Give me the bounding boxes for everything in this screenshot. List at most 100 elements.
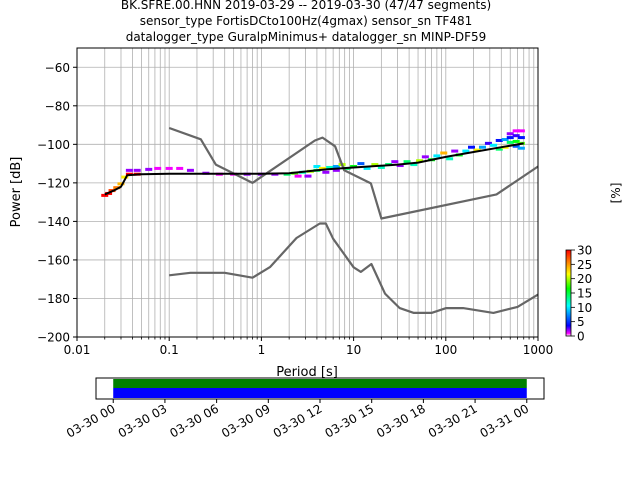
pdf-cell xyxy=(154,166,162,170)
colorbar-tick-label: 0 xyxy=(577,330,585,344)
pdf-cell xyxy=(512,129,520,133)
pdf-cell xyxy=(506,132,514,136)
plot-frame xyxy=(76,47,539,338)
pdf-cell xyxy=(517,136,525,140)
pdf-cell xyxy=(391,160,399,164)
y-tick-label: −100 xyxy=(37,138,70,152)
pdf-cell xyxy=(416,159,424,163)
timeline-tick-label: 03-30 03 xyxy=(116,401,170,440)
pdf-cell xyxy=(410,163,418,167)
pdf-cell xyxy=(133,168,141,172)
pdf-cell xyxy=(473,148,481,152)
pdf-cell xyxy=(490,143,498,147)
timeline-tick-label: 03-30 00 xyxy=(64,401,118,440)
pdf-cell xyxy=(484,141,492,145)
pdf-cell xyxy=(186,168,194,172)
pdf-cell xyxy=(357,162,365,166)
timeline-tick-label: 03-30 21 xyxy=(426,401,480,440)
colorbar-gradient xyxy=(565,249,572,337)
pdf-cell xyxy=(322,170,330,174)
pdf-cell xyxy=(517,146,525,150)
pdf-cell xyxy=(421,155,429,159)
pdf-cell xyxy=(506,140,514,144)
timeline-bar-used xyxy=(113,379,527,388)
pdf-cell xyxy=(101,193,109,197)
x-axis-label: Period [s] xyxy=(276,365,338,380)
title-line-3: datalogger_type GuralpMinimus+ datalogge… xyxy=(126,30,487,44)
pdf-cell xyxy=(440,151,448,155)
pdf-cell xyxy=(495,138,503,142)
colorbar-tick-label: 20 xyxy=(577,272,592,286)
colorbar-tick-label: 15 xyxy=(577,287,592,301)
colorbar-tick-label: 5 xyxy=(577,315,585,329)
y-axis-label: Power [dB] xyxy=(9,157,24,228)
x-tick-label: 100 xyxy=(434,343,457,357)
colorbar-tick-label: 25 xyxy=(577,258,592,272)
timeline-bar-available xyxy=(113,388,527,398)
timeline-tick-label: 03-31 00 xyxy=(478,401,532,440)
pdf-cell xyxy=(512,144,520,148)
pdf-cell xyxy=(350,164,358,168)
pdf-cell xyxy=(512,134,520,138)
pdf-cell xyxy=(304,174,312,178)
pdf-cell xyxy=(446,157,454,161)
pdf-cell xyxy=(165,166,173,170)
colorbar-label: [%] xyxy=(609,183,623,204)
pdf-cell xyxy=(501,138,509,142)
x-tick-label: 10 xyxy=(346,343,361,357)
pdf-cell xyxy=(517,129,525,133)
pdf-cell xyxy=(495,147,503,151)
pdf-cell xyxy=(451,149,459,153)
pdf-cell xyxy=(121,175,129,179)
psd-plot: 0.01 0.1 1 10 100 1000 −60 −80 −100 −120 −140 −160 −… xyxy=(9,47,553,380)
timeline-tick-label: 03-30 18 xyxy=(374,401,428,440)
pdf-cell xyxy=(332,164,340,168)
pdf-cell xyxy=(396,164,404,168)
pdf-cell xyxy=(125,168,133,172)
colorbar-tick-label: 30 xyxy=(577,244,592,258)
title-line-2: sensor_type FortisDCto100Hz(4gmax) senso… xyxy=(140,14,472,28)
noise-model-upper-line xyxy=(168,126,539,220)
y-tick-label: −80 xyxy=(45,99,70,113)
x-tick-label: 1 xyxy=(258,343,266,357)
pdf-cell xyxy=(433,154,441,158)
y-tick-label: −140 xyxy=(37,215,70,229)
timeline-tick-label: 03-30 12 xyxy=(271,401,325,440)
y-tick-label: −200 xyxy=(37,331,70,345)
pdf-cell xyxy=(332,168,340,172)
pdf-cell xyxy=(294,174,302,178)
grid xyxy=(76,48,538,338)
pdf-cell xyxy=(468,145,476,149)
x-tick-label: 0.01 xyxy=(64,343,91,357)
x-tick-label: 0.1 xyxy=(160,343,179,357)
y-tick-label: −160 xyxy=(37,253,70,267)
y-tick-label: −120 xyxy=(37,176,70,190)
pdf-cell xyxy=(176,166,184,170)
mode-line xyxy=(104,142,524,196)
pdf-cell xyxy=(478,145,486,149)
title-line-1: BK.SFRE.00.HNN 2019-03-29 -- 2019-03-30 … xyxy=(121,0,491,12)
pdf-cell xyxy=(113,186,121,190)
timeline-tick-label: 03-30 15 xyxy=(322,401,376,440)
x-tick-label: 1000 xyxy=(523,343,554,357)
psd-axes: 0.01 0.1 1 10 100 1000 −60 −80 −100 −120 −140 −160 −… xyxy=(37,61,553,357)
colorbar-tick-label: 10 xyxy=(577,301,592,315)
timeline-tick-label: 03-30 06 xyxy=(167,401,221,440)
pdf-cell xyxy=(403,160,411,164)
pdf-cell xyxy=(512,139,520,143)
y-tick-label: −180 xyxy=(37,292,70,306)
pdf-cell xyxy=(377,165,385,169)
timeline-tick-label: 03-30 09 xyxy=(219,401,273,440)
pdf-cell xyxy=(506,136,514,140)
pdf-cell xyxy=(117,182,125,186)
pdf-cell xyxy=(363,166,371,170)
pdf-cell xyxy=(313,164,321,168)
pdf-cell xyxy=(319,166,327,170)
pdf-cell xyxy=(145,167,153,171)
noise-model-curves xyxy=(104,126,539,314)
